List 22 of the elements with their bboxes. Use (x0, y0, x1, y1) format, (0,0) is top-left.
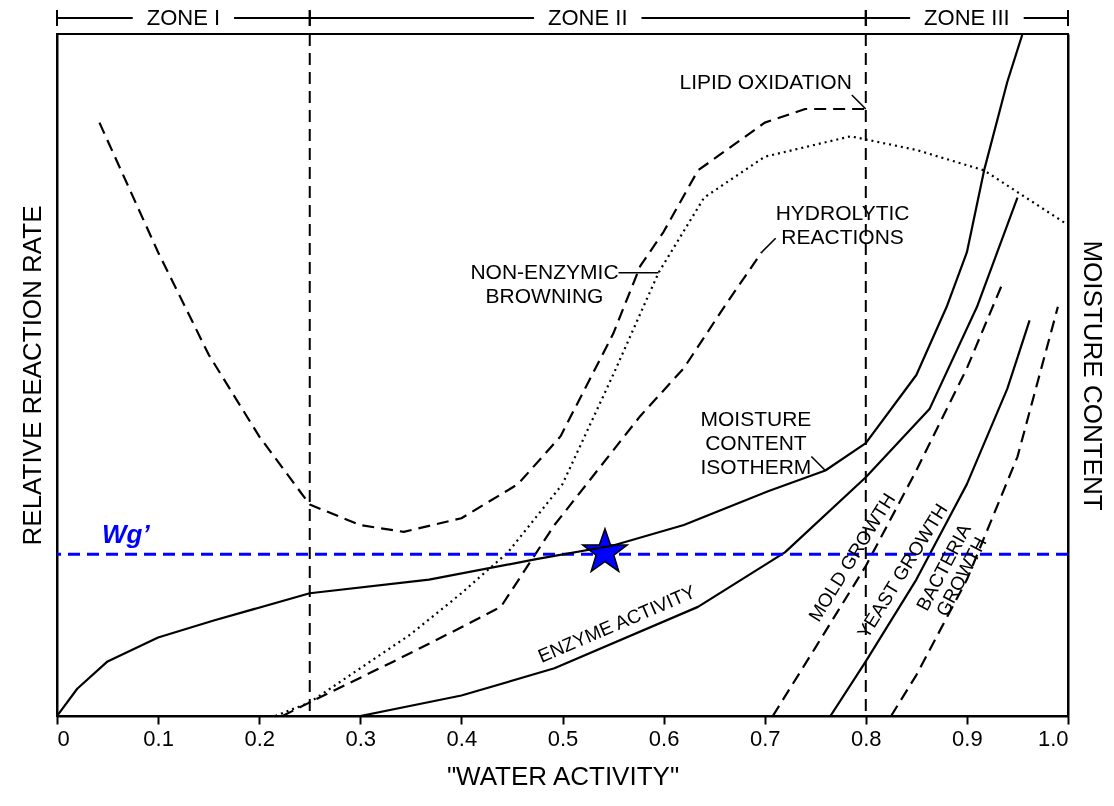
x-tick-label: 0.3 (345, 725, 377, 751)
annotation: NON-ENZYMIC BROWNING (470, 259, 619, 307)
x-tick-label: 1.0 (1037, 725, 1069, 751)
x-tick-label: 0.1 (143, 725, 174, 751)
y2-axis-title: MOISTURE CONTENT (1077, 240, 1108, 511)
annotation: LIPID OXIDATION (679, 70, 852, 94)
x-tick-label: 0.6 (648, 725, 680, 751)
x-tick-label: 0.8 (851, 725, 882, 751)
x-axis-title: "WATER ACTIVITY" (446, 760, 680, 791)
x-tick-label: 0.9 (952, 725, 983, 751)
annotation: MOISTURE CONTENT ISOTHERM (700, 407, 812, 479)
x-tick-label: 0.7 (749, 725, 781, 751)
annotation: HYDROLYTIC REACTIONS (775, 201, 910, 249)
ref-line-label: Wg’ (102, 519, 151, 550)
x-tick-label: 0 (57, 725, 70, 751)
x-tick-label: 0.2 (244, 725, 275, 751)
x-tick-label: 0.5 (547, 725, 579, 751)
text: ZONE I (146, 5, 221, 30)
text: ZONE III (924, 5, 1010, 30)
x-tick-label: 0.4 (446, 725, 478, 751)
text: ZONE II (548, 5, 628, 30)
y-axis-title: RELATIVE REACTION RATE (16, 205, 47, 546)
